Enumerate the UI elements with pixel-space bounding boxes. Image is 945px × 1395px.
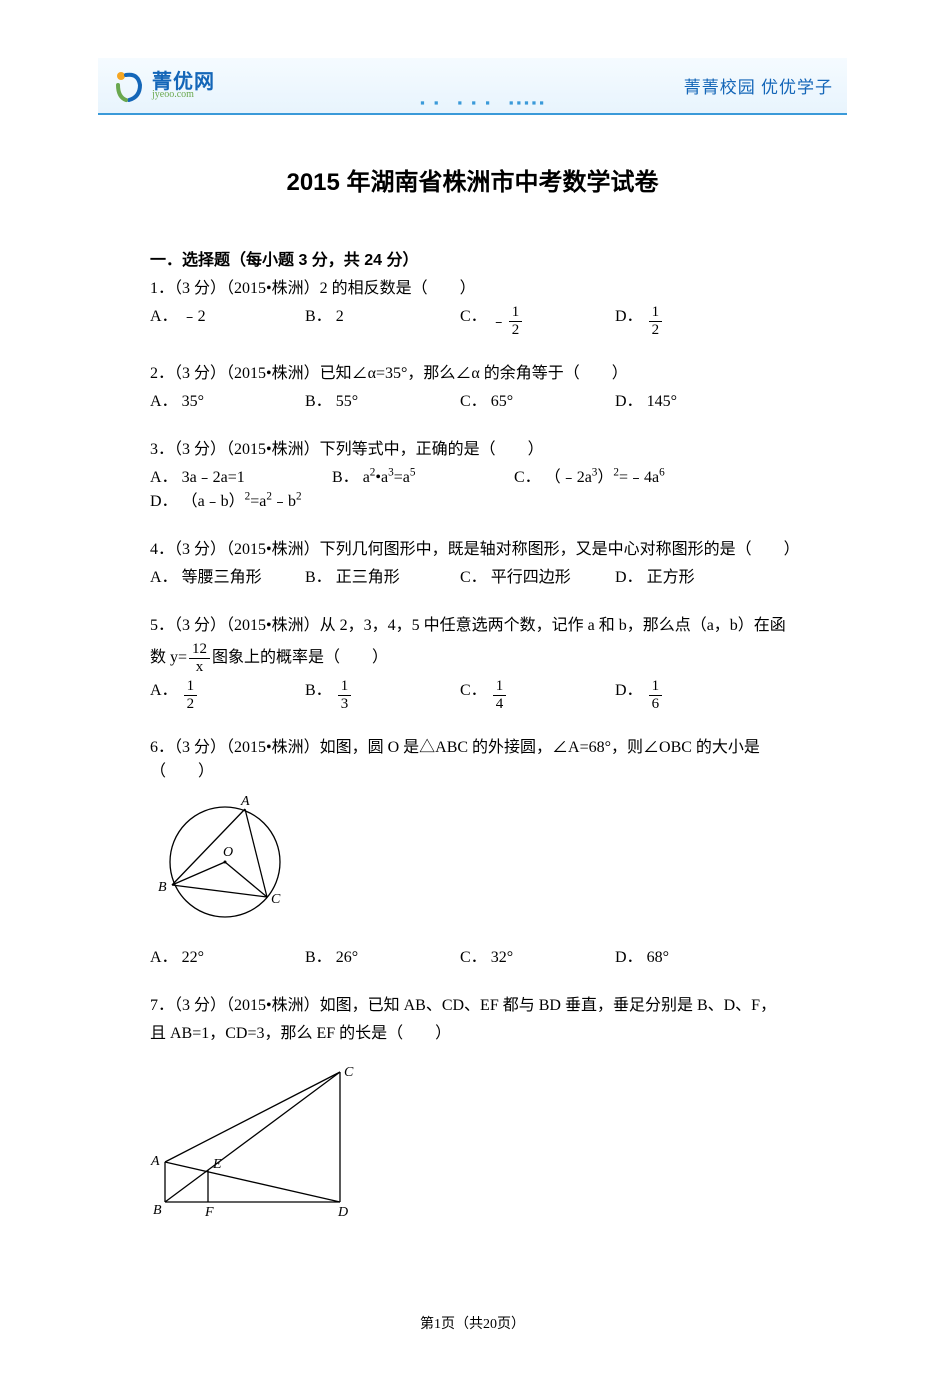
- header-band: 菁优网 jyeoo.com ▪ ▪ ▪ ▪ ▪ ▪▪▪▪▪ 菁菁校园 优优学子: [98, 58, 847, 115]
- logo-text: 菁优网 jyeoo.com: [152, 72, 215, 100]
- header-slogan: 菁菁校园 优优学子: [684, 73, 833, 98]
- page-footer: 第1页（共20页）: [0, 1313, 945, 1333]
- section-heading: 一．选择题（每小题 3 分，共 24 分）: [150, 249, 795, 273]
- question-2: 2．（3 分）（2015•株洲）已知∠α=35°，那么∠α 的余角等于（ ） A…: [150, 362, 795, 414]
- q7-stem-line1: 7．（3 分）（2015•株洲）如图，已知 AB、CD、EF 都与 BD 垂直，…: [150, 994, 795, 1018]
- svg-text:C: C: [344, 1065, 354, 1080]
- q5-stem-line1: 5．（3 分）（2015•株洲）从 2，3，4，5 中任意选两个数，记作 a 和…: [150, 614, 795, 638]
- q6-figure: A B C O: [150, 792, 795, 940]
- question-5: 5．（3 分）（2015•株洲）从 2，3，4，5 中任意选两个数，记作 a 和…: [150, 614, 795, 712]
- q3-stem: 3．（3 分）（2015•株洲）下列等式中，正确的是（ ）: [150, 438, 795, 462]
- page-title: 2015 年湖南省株洲市中考数学试卷: [150, 165, 795, 201]
- svg-text:E: E: [212, 1157, 222, 1172]
- q2-opt-b: B．55°: [305, 390, 460, 414]
- q2-opt-c: C．65°: [460, 390, 615, 414]
- question-7: 7．（3 分）（2015•株洲）如图，已知 AB、CD、EF 都与 BD 垂直，…: [150, 994, 795, 1227]
- q6-opt-b: B．26°: [305, 946, 460, 970]
- svg-text:A: A: [150, 1154, 160, 1169]
- q4-options: A．等腰三角形 B．正三角形 C．平行四边形 D．正方形: [150, 566, 795, 590]
- q3-opt-b: B．a2•a3=a5: [332, 466, 514, 490]
- q4-opt-b: B．正三角形: [305, 566, 460, 590]
- question-1: 1．（3 分）（2015•株洲）2 的相反数是（ ） A．﹣2 B．2 C． ﹣…: [150, 277, 795, 338]
- question-3: 3．（3 分）（2015•株洲）下列等式中，正确的是（ ） A．3a﹣2a=1 …: [150, 438, 795, 514]
- q3-opt-a: A．3a﹣2a=1: [150, 466, 332, 490]
- question-4: 4．（3 分）（2015•株洲）下列几何图形中，既是轴对称图形，又是中心对称图形…: [150, 538, 795, 590]
- q7-figure: A B C D E F: [150, 1054, 795, 1227]
- svg-text:B: B: [153, 1203, 162, 1218]
- logo-icon: [112, 69, 146, 103]
- svg-text:D: D: [337, 1205, 348, 1219]
- page: 菁优网 jyeoo.com ▪ ▪ ▪ ▪ ▪ ▪▪▪▪▪ 菁菁校园 优优学子 …: [0, 58, 945, 1395]
- q6-opt-d: D．68°: [615, 946, 770, 970]
- q3-b-expr: a2•a3=a5: [363, 466, 416, 490]
- q3-options: A．3a﹣2a=1 B．a2•a3=a5 C．（﹣2a3）2=﹣4a6 D．（a…: [150, 466, 795, 514]
- q3-opt-d: D．（a﹣b）2=a2﹣b2: [150, 490, 312, 514]
- q1-opt-c: C． ﹣12: [460, 305, 615, 338]
- q4-opt-c: C．平行四边形: [460, 566, 615, 590]
- q4-opt-d: D．正方形: [615, 566, 770, 590]
- q5-stem-line2: 数 y=12x图象上的概率是（ ）: [150, 642, 795, 675]
- svg-text:F: F: [204, 1205, 214, 1219]
- perpendicular-diagram: A B C D E F: [150, 1054, 360, 1219]
- svg-text:O: O: [223, 845, 233, 860]
- q3-c-expr: （﹣2a3）2=﹣4a6: [545, 466, 665, 490]
- q1-opt-d: D． 12: [615, 305, 770, 338]
- q5-opt-d: D．16: [615, 679, 770, 712]
- q1-opt-a: A．﹣2: [150, 305, 305, 338]
- q3-opt-c: C．（﹣2a3）2=﹣4a6: [514, 466, 696, 490]
- q2-opt-a: A．35°: [150, 390, 305, 414]
- logo-text-en: jyeoo.com: [152, 90, 215, 100]
- q5-opt-a: A．12: [150, 679, 305, 712]
- q6-opt-c: C．32°: [460, 946, 615, 970]
- content: 2015 年湖南省株洲市中考数学试卷 一．选择题（每小题 3 分，共 24 分）…: [0, 115, 945, 1227]
- q4-opt-a: A．等腰三角形: [150, 566, 305, 590]
- svg-text:A: A: [240, 794, 250, 809]
- q2-opt-d: D．145°: [615, 390, 770, 414]
- question-6: 6．（3 分）（2015•株洲）如图，圆 O 是△ABC 的外接圆，∠A=68°…: [150, 736, 795, 970]
- svg-text:B: B: [158, 880, 167, 895]
- q6-stem: 6．（3 分）（2015•株洲）如图，圆 O 是△ABC 的外接圆，∠A=68°…: [150, 736, 795, 784]
- q5-options: A．12 B．13 C．14 D．16: [150, 679, 795, 712]
- q5-opt-c: C．14: [460, 679, 615, 712]
- q1-opt-b: B．2: [305, 305, 460, 338]
- q1-options: A．﹣2 B．2 C． ﹣12 D． 12: [150, 305, 795, 338]
- q1-stem: 1．（3 分）（2015•株洲）2 的相反数是（ ）: [150, 277, 795, 301]
- q4-stem: 4．（3 分）（2015•株洲）下列几何图形中，既是轴对称图形，又是中心对称图形…: [150, 538, 795, 562]
- q5-opt-b: B．13: [305, 679, 460, 712]
- circumcircle-diagram: A B C O: [150, 792, 300, 932]
- header-dots-icon: ▪ ▪ ▪ ▪ ▪ ▪▪▪▪▪: [420, 92, 547, 111]
- logo-block: 菁优网 jyeoo.com: [112, 69, 215, 103]
- q6-opt-a: A．22°: [150, 946, 305, 970]
- q6-options: A．22° B．26° C．32° D．68°: [150, 946, 795, 970]
- q3-d-expr: （a﹣b）2=a2﹣b2: [182, 490, 302, 514]
- q2-stem: 2．（3 分）（2015•株洲）已知∠α=35°，那么∠α 的余角等于（ ）: [150, 362, 795, 386]
- q2-options: A．35° B．55° C．65° D．145°: [150, 390, 795, 414]
- svg-text:C: C: [271, 892, 281, 907]
- q7-stem-line2: 且 AB=1，CD=3，那么 EF 的长是（ ）: [150, 1022, 795, 1046]
